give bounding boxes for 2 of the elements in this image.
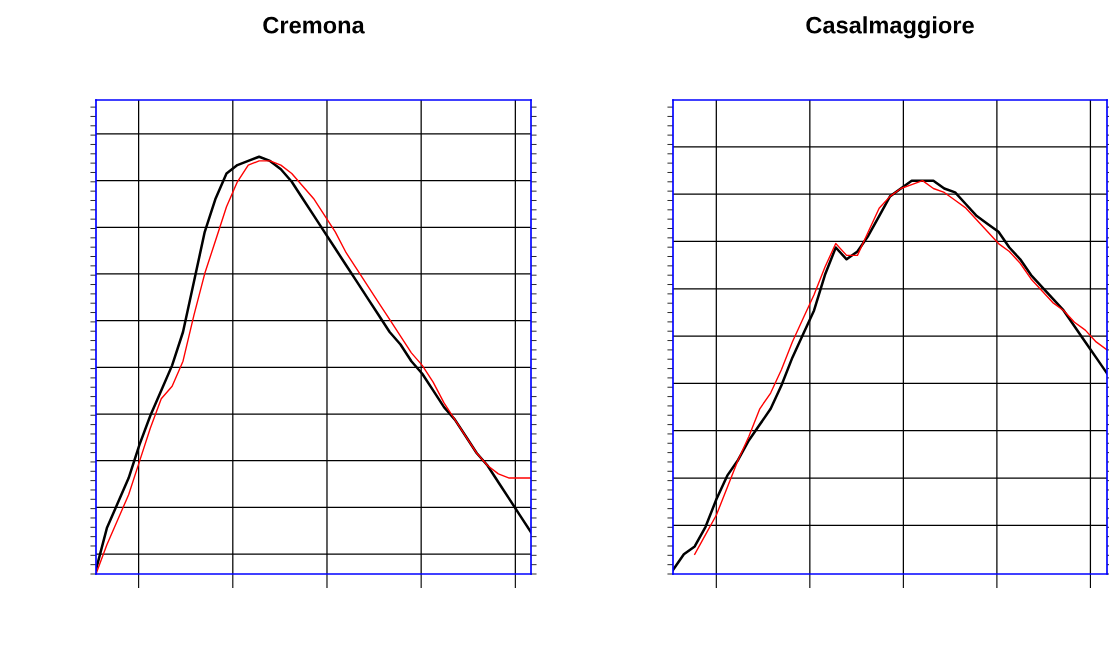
chart-title: Cremona (263, 16, 365, 34)
chart-title: Casalmaggiore (806, 16, 974, 39)
